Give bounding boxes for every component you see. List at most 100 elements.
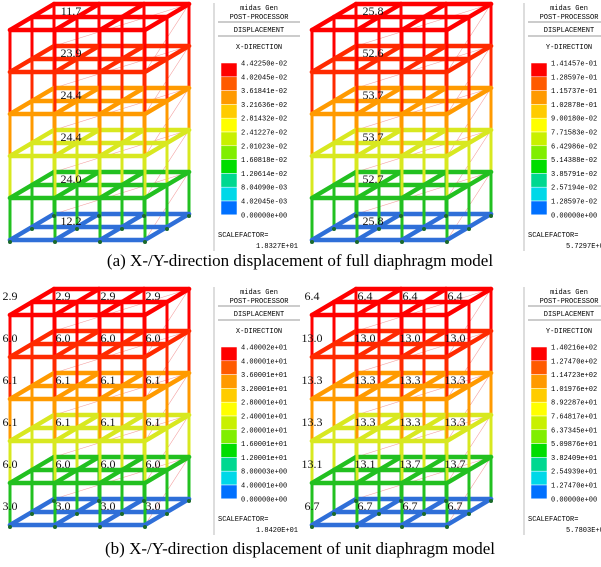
floor-label: 6.0 [101,331,116,345]
legend-swatch [220,401,238,417]
support [467,227,471,231]
legend-direction: Y-DIRECTION [546,44,592,52]
member [52,224,80,243]
floor-label: 25.8 [363,214,384,228]
member [119,1,147,20]
floor-label: 6.1 [146,415,161,429]
legend-value: 4.00001e+00 [241,483,287,491]
legend-value: 0.00000e+00 [241,212,287,220]
legend-swatch [220,388,238,403]
member [466,127,494,146]
legend-swatch [220,374,238,389]
floor-label: 6.0 [3,457,18,471]
member [29,43,57,62]
floor-label: 6.0 [101,457,116,471]
legend-brand: midas Gen [240,5,278,13]
member [29,412,57,431]
member [7,341,35,360]
member [421,85,449,104]
member [29,169,57,188]
floor-label: 6.0 [56,331,71,345]
support [444,499,448,503]
member [399,467,427,486]
member [119,85,147,104]
member [142,341,170,360]
member [331,454,359,473]
member [466,211,494,230]
member [309,299,337,318]
member [421,412,449,431]
legend-value: 1.60001e+01 [241,441,287,449]
legend-value: 4.00001e+01 [241,358,287,366]
member [97,425,125,444]
legend-value: 1.28597e-01 [551,74,597,82]
floor-label: 6.4 [305,289,320,303]
legend-value: 1.40216e+02 [551,345,597,353]
legend-swatch [220,186,238,202]
member [7,299,35,318]
legend-value: 7.71583e-02 [551,130,597,138]
floor-label: 12.2 [61,214,82,228]
floor-label: 6.4 [358,289,373,303]
legend-value: 0.00000e+00 [241,496,287,504]
legend-value: 8.00003e+00 [241,469,287,477]
support [400,525,404,529]
support [445,525,449,529]
member [376,496,404,515]
member [119,328,147,347]
member [97,14,125,33]
member [97,56,125,75]
member [119,127,147,146]
legend-value: 1.60818e-02 [241,157,287,165]
legend-quantity: DISPLACEMENT [234,311,284,319]
member [7,224,35,243]
legend-value: 0.00000e+00 [551,212,597,220]
member [399,224,427,243]
member [376,454,404,473]
member [74,1,102,20]
legend-value: 1.28597e-02 [551,199,597,207]
member [52,14,80,33]
floor-label: 6.0 [56,457,71,471]
member [466,454,494,473]
support [467,512,471,516]
member [444,98,472,117]
legend-value: 3.60001e+01 [241,372,287,380]
legend-swatch [220,200,238,216]
legend-value: 8.04090e-03 [241,185,287,193]
floor-label: 6.1 [101,373,116,387]
member [119,43,147,62]
legend-swatch [220,62,238,78]
support [120,512,124,516]
support [97,214,101,218]
support [399,214,403,218]
support [377,227,381,231]
member [164,412,192,431]
legend-header: POST-PROCESSOR [230,14,290,22]
legend-swatch [220,484,238,500]
support [143,240,147,244]
member [7,425,35,444]
legend-header: POST-PROCESSOR [540,298,600,306]
member [309,341,337,360]
floor-label: 13.7 [400,457,421,471]
member [119,454,147,473]
floor-label: 13.3 [445,415,466,429]
support [354,499,358,503]
member [399,14,427,33]
support [143,525,147,529]
member [309,98,337,117]
member [164,286,192,305]
legend-swatch [530,457,548,472]
member [421,127,449,146]
member [354,341,382,360]
member [142,425,170,444]
member [52,467,80,486]
support [30,227,34,231]
member [376,286,404,305]
legend-swatch [530,76,548,91]
legend-scale-label: SCALEFACTOR= [218,516,268,524]
legend-header: POST-PROCESSOR [540,14,600,22]
legend-value: 3.85791e-02 [551,171,597,179]
legend-value: 1.41457e-01 [551,61,597,69]
